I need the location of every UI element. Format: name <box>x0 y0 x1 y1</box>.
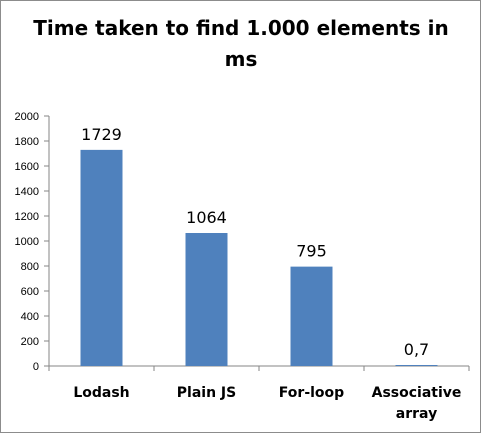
data-label: 1064 <box>186 208 227 227</box>
x-tick-label: For-loop <box>279 385 344 401</box>
y-tick-label: 0 <box>33 361 39 373</box>
data-label: 795 <box>296 242 327 261</box>
x-tick-label: Associative <box>372 385 462 401</box>
data-label: 0,7 <box>404 340 429 359</box>
x-tick-label: Lodash <box>73 385 129 401</box>
bar-for-loop <box>290 266 333 366</box>
y-tick-label: 1200 <box>15 211 39 223</box>
x-tick-label: array <box>396 406 437 422</box>
chart-title: Time taken to find 1.000 elements in ms <box>33 16 449 71</box>
y-tick-label: 200 <box>21 336 39 348</box>
bar-associative-array <box>395 365 438 366</box>
y-tick-label: 1400 <box>15 186 39 198</box>
y-tick-label: 800 <box>21 261 39 273</box>
y-tick-label: 600 <box>21 286 39 298</box>
y-tick-label: 2000 <box>15 111 39 123</box>
y-tick-label: 1000 <box>15 236 39 248</box>
x-tick-label: Plain JS <box>177 385 236 401</box>
y-tick-label: 400 <box>21 311 39 323</box>
labels: 0 200 400 600 800 1000 1200 1400 1600 1800 2000 172… <box>15 111 462 422</box>
bars <box>80 149 438 366</box>
bar-lodash <box>80 149 123 366</box>
data-label: 1729 <box>81 125 122 144</box>
y-tick-label: 1800 <box>15 136 39 148</box>
bar-plain-js <box>185 233 228 366</box>
y-tick-label: 1600 <box>15 161 39 173</box>
